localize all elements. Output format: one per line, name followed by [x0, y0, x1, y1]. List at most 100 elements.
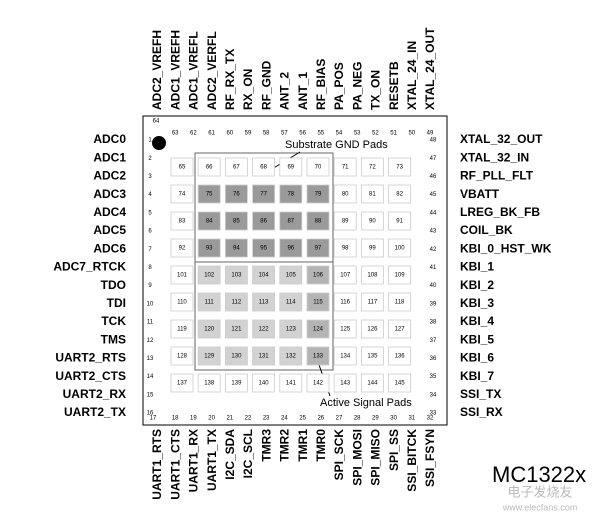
pin-name: SPI_SS [387, 429, 401, 471]
pad-number: 126 [367, 327, 378, 333]
pin-name: ADC6 [93, 241, 126, 255]
pin-name: SSI_RX [460, 405, 503, 419]
pin-name: XTAL_24_OUT [423, 27, 437, 110]
pad-number: 107 [340, 273, 351, 279]
pad [360, 346, 384, 366]
pin-number: 32 [427, 416, 434, 422]
pad-number: 98 [342, 246, 349, 252]
pad [306, 265, 330, 285]
pin-number: 16 [147, 411, 154, 417]
pin-number: 40 [430, 283, 437, 289]
pin-number: 30 [390, 416, 397, 422]
pin-name: XTAL_32_OUT [460, 132, 543, 146]
pad [333, 211, 357, 231]
pin-name: ADC1_VREFH [168, 30, 182, 110]
pin-number: 59 [245, 131, 252, 137]
pad [306, 373, 330, 393]
pin-number: 20 [208, 416, 215, 422]
pad [360, 184, 384, 204]
pin-number: 28 [354, 416, 361, 422]
pad [360, 292, 384, 312]
pin-name: ADC1_VREFL [187, 31, 201, 110]
pad [252, 157, 276, 177]
pin-name: TDO [101, 278, 126, 292]
pin-name: KBI_4 [460, 314, 494, 328]
pad-number: 68 [260, 165, 267, 171]
pin-number: 63 [172, 131, 179, 137]
pad [197, 319, 221, 339]
active-label: Active Signal Pads [320, 397, 412, 409]
pad-number: 108 [367, 273, 378, 279]
pad [170, 373, 194, 393]
pad-number: 119 [177, 327, 187, 333]
pad [252, 265, 276, 285]
pin-name: UART1_RX [187, 429, 201, 492]
pin-name: UART2_TX [64, 405, 126, 419]
pad [170, 238, 194, 258]
pin-name: SPI_MISO [369, 429, 383, 486]
pin-number: 15 [147, 392, 154, 398]
pin-number: 37 [430, 338, 437, 344]
pin-number: 12 [147, 338, 154, 344]
pad-number: 135 [367, 354, 378, 360]
pin-name: TMR0 [314, 429, 328, 462]
pin-number: 25 [299, 416, 306, 422]
pad [333, 265, 357, 285]
pad [360, 157, 384, 177]
pad-number: 124 [313, 327, 324, 333]
pad-number: 112 [232, 300, 242, 306]
pad [224, 319, 248, 339]
pad [252, 238, 276, 258]
pad-number: 99 [369, 246, 376, 252]
pad [197, 238, 221, 258]
pad [170, 184, 194, 204]
pad [279, 373, 303, 393]
pin-number: 14 [147, 374, 154, 380]
pin-number: 49 [427, 131, 434, 137]
pin-name: ADC4 [93, 205, 126, 219]
pin-name: UART1_RTS [150, 429, 164, 500]
pad-number: 76 [233, 192, 240, 198]
pad-number: 142 [313, 381, 324, 387]
pad-number: 136 [395, 354, 406, 360]
pin-name: ADC2 [93, 169, 126, 183]
pin-name: UART1_TX [205, 429, 219, 491]
pad [388, 346, 412, 366]
pad [306, 346, 330, 366]
watermark: 电子发烧友 [507, 484, 572, 499]
pad-number: 71 [342, 165, 349, 171]
pin-number: 5 [148, 210, 152, 216]
pin-number: 9 [148, 283, 152, 289]
pin-number: 27 [336, 416, 343, 422]
pin-name: TDI [107, 296, 126, 310]
pad [388, 373, 412, 393]
pad-number: 104 [259, 273, 270, 279]
pad [252, 373, 276, 393]
pin-number: 10 [147, 301, 154, 307]
pad [170, 346, 194, 366]
pin-number: 11 [147, 320, 154, 326]
pad-number: 69 [287, 165, 294, 171]
pin-name: UART2_CTS [55, 369, 126, 383]
pin-number: 50 [408, 131, 415, 137]
pad-number: 127 [395, 327, 406, 333]
pad-number: 74 [179, 192, 186, 198]
pad [333, 346, 357, 366]
pad [224, 211, 248, 231]
pin-name: VBATT [460, 187, 500, 201]
pin-name: KBI_3 [460, 296, 494, 310]
pad-number: 125 [340, 327, 351, 333]
pad-number: 92 [179, 246, 186, 252]
pad [388, 184, 412, 204]
pin-name: XTAL_32_IN [460, 150, 529, 164]
pad-number: 79 [315, 192, 322, 198]
pin-name: ADC2_VREFH [150, 30, 164, 110]
pin-name: RF_BIAS [314, 59, 328, 110]
pad [279, 265, 303, 285]
pin-number: 39 [430, 301, 437, 307]
pad-number: 114 [286, 300, 296, 306]
pin-number: 64 [153, 119, 160, 125]
pad [170, 211, 194, 231]
pad-number: 111 [205, 300, 215, 306]
pad [224, 346, 248, 366]
